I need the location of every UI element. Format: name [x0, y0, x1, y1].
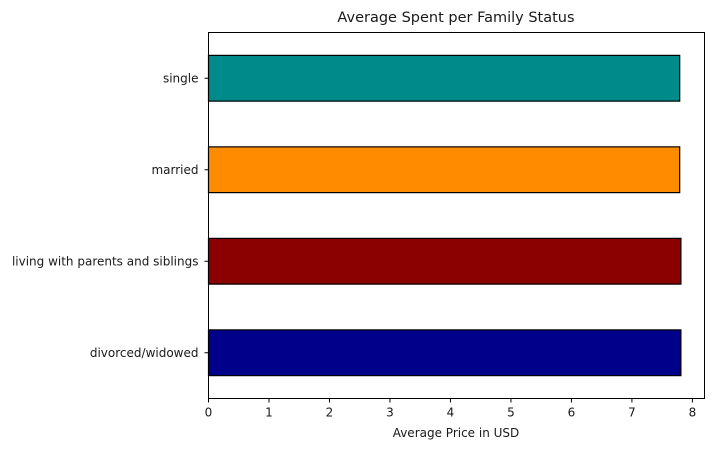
y-axis-ticks: divorced/widowed living with parents and … [12, 71, 209, 360]
y-tick-label: married [151, 163, 198, 177]
x-tick-label: 7 [628, 406, 636, 420]
x-tick-label: 2 [326, 406, 334, 420]
x-tick-label: 3 [386, 406, 394, 420]
x-axis-label: Average Price in USD [393, 426, 520, 440]
x-axis-ticks: 0 1 2 3 4 5 6 7 8 [205, 398, 697, 420]
chart-title: Average Spent per Family Status [337, 10, 574, 26]
x-tick-label: 4 [447, 406, 455, 420]
bar-divorced-widowed [207, 329, 682, 377]
x-tick-label: 6 [568, 406, 576, 420]
x-tick-label: 0 [205, 406, 213, 420]
bar-living-with-parents-and-siblings [207, 237, 682, 285]
y-tick-label: living with parents and siblings [12, 254, 199, 268]
y-tick-label: single [163, 71, 199, 85]
plot-frame [208, 32, 705, 399]
x-tick-label: 1 [265, 406, 273, 420]
bar-single [207, 54, 681, 102]
bar-married [207, 146, 681, 194]
bars-layer [207, 54, 682, 377]
y-tick-label: divorced/widowed [90, 346, 199, 360]
x-tick-label: 5 [507, 406, 515, 420]
x-tick-label: 8 [689, 406, 697, 420]
